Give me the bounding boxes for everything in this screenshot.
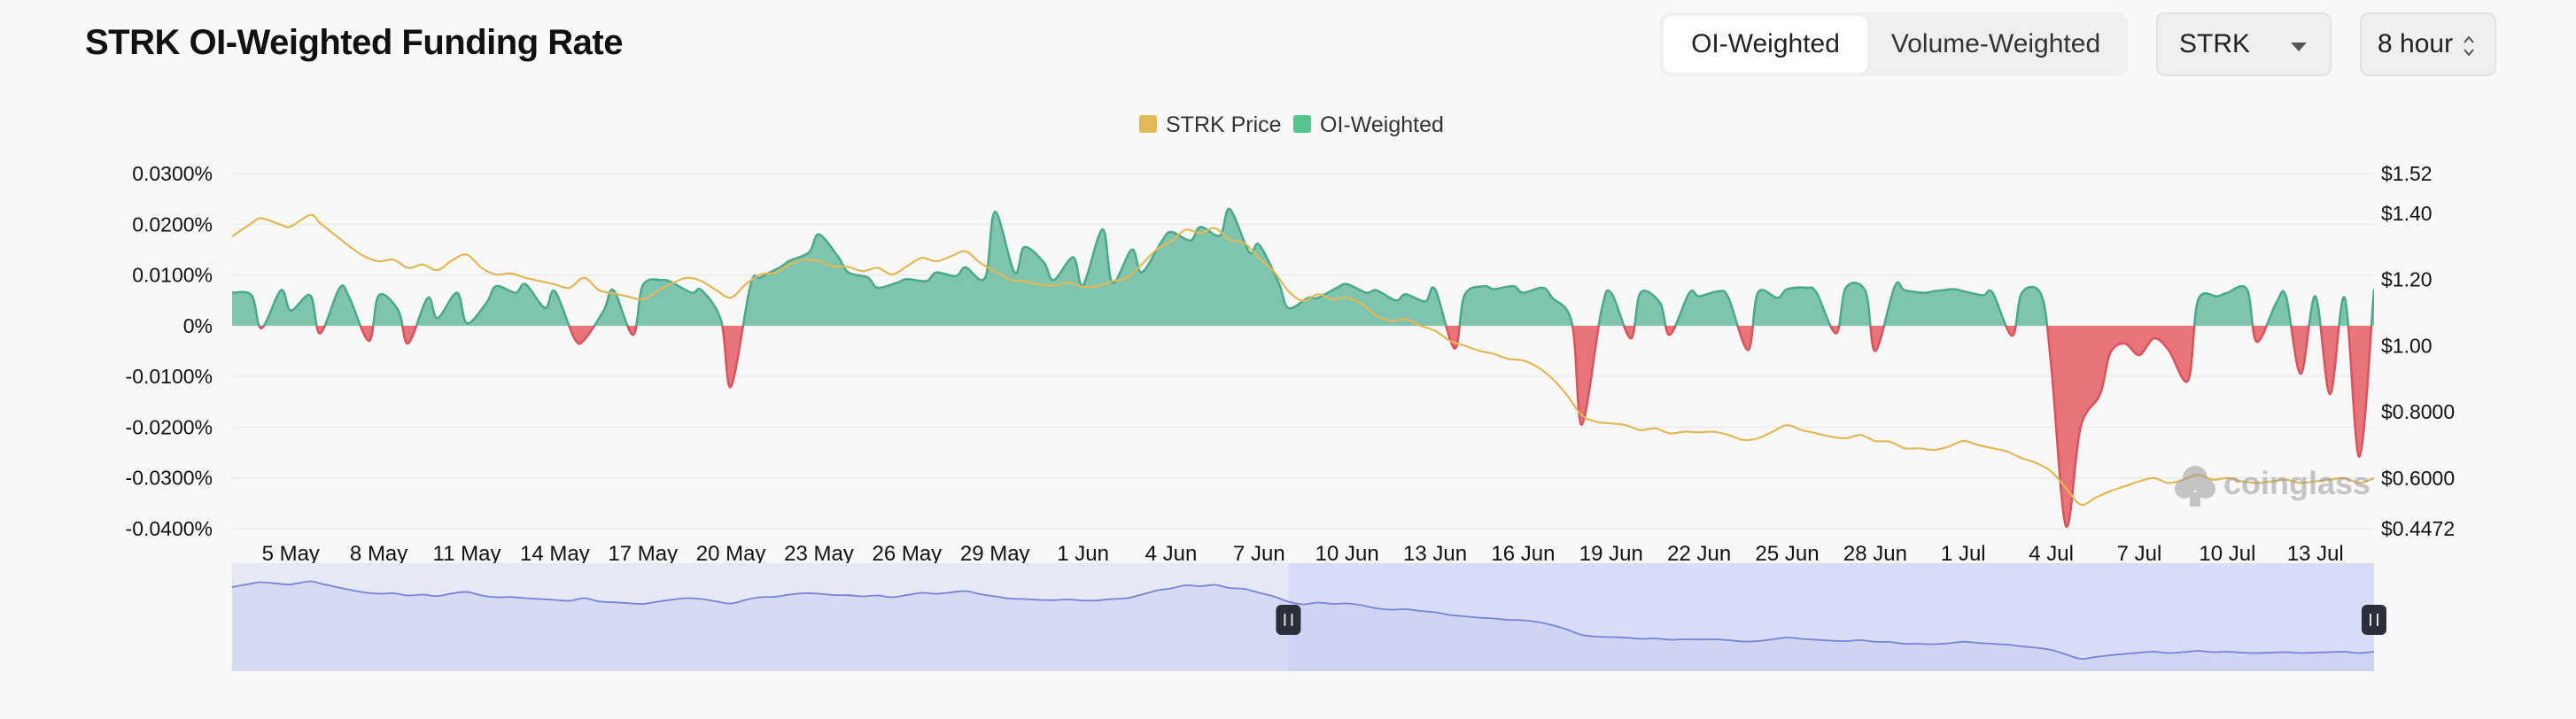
x-tick-label: 14 May: [520, 542, 590, 566]
y-right-tick-label: $1.52: [2381, 162, 2432, 185]
watermark-text: coinglass: [2223, 465, 2370, 501]
price-line: [231, 213, 2375, 506]
page-title: STRK OI-Weighted Funding Rate: [85, 23, 623, 62]
x-tick-label: 4 Jun: [1145, 542, 1198, 566]
x-tick-label: 16 Jun: [1491, 542, 1555, 566]
x-tick-label: 10 Jul: [2199, 542, 2255, 566]
y-left-tick-label: -0.0100%: [126, 365, 213, 388]
navigator-right-handle[interactable]: [2362, 605, 2386, 635]
y-right-tick-label: $1.40: [2381, 202, 2432, 225]
legend-swatch-oi: [1293, 115, 1311, 133]
legend: STRK Price OI-Weighted: [1139, 112, 1444, 137]
coin-select-value: STRK: [2179, 29, 2251, 58]
x-tick-label: 20 May: [696, 542, 766, 566]
y-left-tick-label: -0.0300%: [126, 467, 213, 490]
y-right-tick-label: $0.4472: [2381, 517, 2455, 540]
updown-arrows-icon: [2463, 35, 2474, 57]
oi-weighted-tab[interactable]: OI-Weighted: [1664, 16, 1867, 73]
y-left-tick-label: 0.0100%: [132, 264, 213, 287]
grid-lines: [232, 173, 2374, 530]
x-tick-label: 22 Jun: [1667, 542, 1731, 566]
funding-positive-area: [232, 209, 2374, 326]
funding-positive-line: [232, 207, 2374, 326]
volume-weighted-tab[interactable]: Volume-Weighted: [1890, 29, 2101, 58]
x-tick-label: 26 May: [872, 542, 942, 566]
y-axis-left: 0.0300% 0.0200% 0.0100% 0% -0.0100% -0.0200% -…: [126, 162, 213, 540]
coinglass-logo-icon: [2175, 466, 2215, 506]
x-tick-label: 13 Jul: [2287, 542, 2344, 566]
x-tick-label: 7 Jul: [2117, 542, 2162, 566]
plot-area: [231, 207, 2375, 529]
y-left-tick-label: 0.0300%: [132, 162, 213, 185]
x-tick-label: 25 Jun: [1756, 542, 1819, 566]
y-left-tick-label: 0%: [183, 314, 213, 337]
y-right-tick-label: $1.00: [2381, 334, 2432, 357]
x-tick-label: 17 May: [608, 542, 678, 566]
navigator-line: [231, 580, 2375, 660]
legend-swatch-price: [1139, 115, 1157, 133]
funding-negative-area: [259, 326, 2372, 527]
coin-select[interactable]: STRK: [2156, 12, 2332, 76]
x-tick-label: 1 Jun: [1057, 542, 1109, 566]
x-tick-label: 8 May: [350, 542, 407, 566]
chevron-down-icon: [2291, 43, 2307, 51]
weighting-toggle: OI-Weighted Volume-Weighted: [1660, 12, 2128, 76]
x-tick-label: 29 May: [960, 542, 1030, 566]
x-tick-label: 11 May: [433, 542, 501, 566]
x-tick-label: 19 Jun: [1579, 542, 1643, 566]
x-tick-label: 13 Jun: [1403, 542, 1467, 566]
funding-negative-line: [258, 326, 2373, 529]
navigator-left-handle[interactable]: [1276, 605, 1301, 635]
legend-label-price: STRK Price: [1166, 112, 1282, 137]
legend-label-oi: OI-Weighted: [1320, 112, 1444, 137]
y-left-tick-label: -0.0400%: [126, 517, 213, 540]
y-right-tick-label: $1.20: [2381, 268, 2432, 291]
navigator-area: [232, 581, 2374, 671]
x-tick-label: 28 Jun: [1843, 542, 1907, 566]
watermark: coinglass: [2175, 465, 2370, 506]
x-tick-label: 4 Jul: [2029, 542, 2074, 566]
x-tick-label: 23 May: [784, 542, 854, 566]
legend-item-price[interactable]: STRK Price: [1139, 112, 1282, 137]
y-right-tick-label: $0.8000: [2381, 400, 2455, 423]
interval-select[interactable]: 8 hour: [2360, 12, 2496, 76]
y-left-tick-label: 0.0200%: [132, 213, 213, 236]
x-axis: 5 May 8 May 11 May 14 May 17 May 20 May 23 May…: [262, 542, 2344, 566]
y-axis-right: $1.52 $1.40 $1.20 $1.00 $0.8000 $0.6000 $0.447…: [2381, 162, 2455, 540]
y-right-tick-label: $0.6000: [2381, 467, 2455, 490]
legend-item-oi[interactable]: OI-Weighted: [1293, 112, 1444, 137]
x-tick-label: 10 Jun: [1315, 542, 1379, 566]
x-tick-label: 7 Jun: [1233, 542, 1285, 566]
interval-select-value: 8 hour: [2378, 29, 2454, 58]
range-navigator[interactable]: [231, 563, 2386, 671]
y-left-tick-label: -0.0200%: [126, 415, 213, 438]
x-tick-label: 1 Jul: [1941, 542, 1986, 566]
x-tick-label: 5 May: [262, 542, 320, 566]
